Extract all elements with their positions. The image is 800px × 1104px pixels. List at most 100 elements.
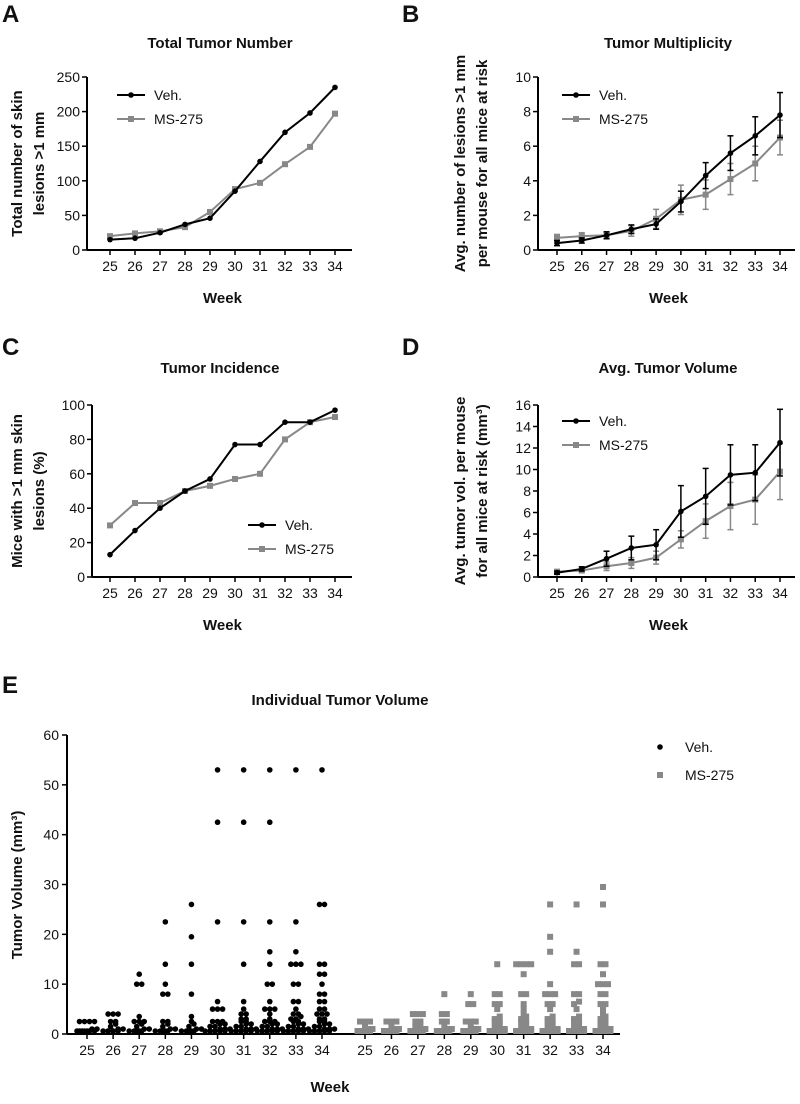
series-ms-275 bbox=[107, 414, 338, 529]
data-point bbox=[319, 981, 325, 987]
data-point bbox=[152, 1028, 159, 1034]
series-line bbox=[109, 113, 336, 238]
series-ms-275 bbox=[107, 110, 338, 240]
data-point bbox=[547, 1006, 554, 1013]
data-point bbox=[290, 1018, 297, 1025]
x-tick-label: 28 bbox=[437, 1042, 453, 1058]
data-point bbox=[257, 441, 263, 448]
data-point bbox=[326, 1028, 333, 1034]
data-point bbox=[677, 536, 684, 543]
data-point bbox=[602, 1028, 609, 1034]
y-axis-label: Avg. tumor vol. per mouse bbox=[452, 397, 469, 586]
data-point bbox=[207, 1023, 213, 1030]
y-axis-label: per mouse for all mice at risk bbox=[474, 59, 491, 267]
y-tick-label: 200 bbox=[57, 104, 81, 120]
data-point bbox=[321, 901, 328, 908]
data-point bbox=[107, 522, 113, 529]
legend-label: MS-275 bbox=[599, 437, 648, 453]
data-point bbox=[266, 948, 273, 955]
data-point bbox=[520, 1001, 527, 1008]
data-point bbox=[248, 1021, 254, 1027]
data-point bbox=[438, 1018, 445, 1025]
data-point bbox=[207, 215, 213, 221]
data-point bbox=[603, 555, 610, 562]
data-point bbox=[357, 1018, 363, 1025]
data-point bbox=[518, 1018, 525, 1025]
x-tick-label: 29 bbox=[648, 258, 664, 274]
data-point bbox=[288, 961, 294, 968]
data-point bbox=[702, 493, 709, 500]
data-point bbox=[290, 981, 297, 987]
data-point bbox=[573, 901, 580, 908]
data-point bbox=[285, 1028, 292, 1034]
data-point bbox=[233, 1023, 239, 1030]
data-point bbox=[172, 1026, 179, 1032]
data-point bbox=[240, 819, 247, 826]
data-point bbox=[321, 1021, 328, 1027]
data-point bbox=[496, 1021, 503, 1028]
data-point bbox=[412, 1018, 419, 1025]
data-point bbox=[321, 1006, 328, 1012]
y-axis-label: for all mice at risk (mm³) bbox=[474, 404, 491, 577]
data-point bbox=[331, 1026, 338, 1032]
data-point bbox=[160, 1018, 166, 1025]
data-point bbox=[602, 1013, 609, 1020]
chart-title: Avg. Tumor Volume bbox=[599, 360, 738, 377]
x-tick-label: 34 bbox=[595, 1042, 611, 1058]
series-veh bbox=[554, 91, 783, 247]
data-point bbox=[186, 1023, 192, 1030]
series-line bbox=[109, 409, 336, 556]
data-point bbox=[131, 1018, 138, 1025]
x-tick-label: 27 bbox=[599, 258, 615, 274]
data-point bbox=[146, 1026, 153, 1032]
legend-marker bbox=[657, 772, 663, 778]
x-tick-label: 32 bbox=[277, 258, 293, 274]
data-point bbox=[592, 1028, 599, 1034]
data-point bbox=[91, 1018, 98, 1025]
data-point bbox=[727, 150, 734, 156]
data-point bbox=[110, 1011, 116, 1017]
x-tick-label: 27 bbox=[410, 1042, 426, 1058]
data-point bbox=[311, 1028, 318, 1034]
data-point bbox=[228, 1028, 234, 1034]
y-tick-label: 2 bbox=[523, 548, 531, 564]
data-point bbox=[472, 1028, 479, 1034]
data-point bbox=[436, 1028, 443, 1034]
data-point bbox=[578, 233, 585, 240]
data-point bbox=[727, 503, 734, 510]
data-point bbox=[321, 971, 328, 977]
x-axis-label: Week bbox=[203, 290, 243, 307]
y-axis-label: lesions (%) bbox=[31, 451, 48, 530]
x-tick-label: 32 bbox=[262, 1042, 278, 1058]
data-point bbox=[115, 1011, 121, 1017]
x-tick-label: 33 bbox=[302, 258, 318, 274]
data-point bbox=[214, 998, 221, 1005]
data-point bbox=[571, 1028, 578, 1034]
y-tick-label: 30 bbox=[43, 877, 59, 893]
data-point bbox=[222, 1021, 228, 1027]
x-tick-label: 32 bbox=[723, 585, 739, 601]
series-line bbox=[109, 86, 336, 241]
x-tick-label: 34 bbox=[314, 1042, 330, 1058]
data-point bbox=[491, 1001, 498, 1008]
x-axis-label: Week bbox=[649, 617, 689, 634]
data-point bbox=[501, 1028, 508, 1034]
data-point bbox=[576, 1013, 583, 1020]
data-point bbox=[523, 961, 530, 968]
panel-label-d: D bbox=[402, 334, 419, 361]
x-tick-label: 29 bbox=[463, 1042, 479, 1058]
data-point bbox=[162, 919, 169, 925]
data-point bbox=[266, 767, 273, 773]
data-point bbox=[86, 1018, 93, 1025]
data-point bbox=[496, 991, 503, 998]
data-point bbox=[266, 1006, 273, 1012]
panel-label-c: C bbox=[2, 334, 19, 361]
data-point bbox=[518, 961, 525, 968]
legend-label: Veh. bbox=[285, 517, 313, 533]
data-point bbox=[293, 1006, 299, 1012]
legend-label: Veh. bbox=[599, 413, 627, 429]
data-point bbox=[243, 1011, 249, 1017]
data-point bbox=[409, 1011, 416, 1018]
data-point bbox=[222, 1028, 228, 1034]
data-point bbox=[243, 1028, 249, 1034]
